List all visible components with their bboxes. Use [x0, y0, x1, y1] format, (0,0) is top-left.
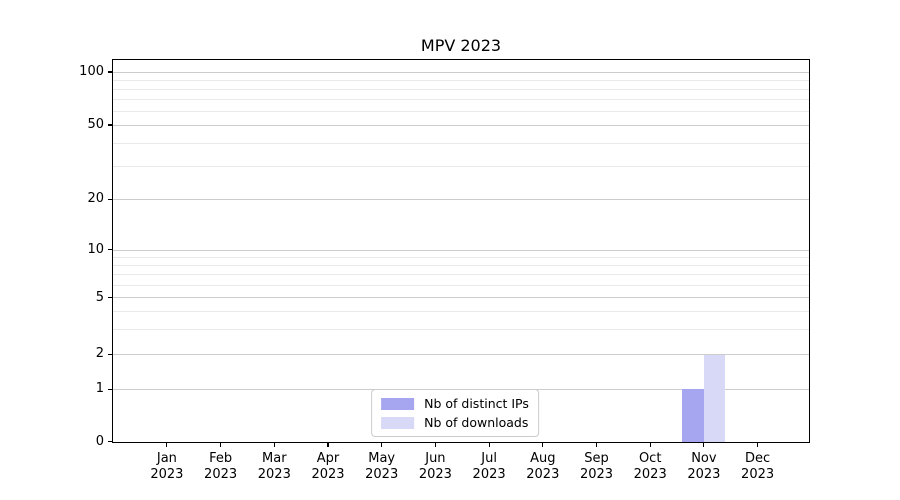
x-tick-month: Apr	[316, 451, 340, 466]
legend-label-distinct-ips: Nb of distinct IPs	[424, 396, 529, 411]
x-tick-mark	[488, 443, 490, 447]
x-tick-year: 2023	[633, 466, 667, 482]
x-tick-year: 2023	[150, 466, 184, 482]
chart-title: MPV 2023	[420, 36, 502, 55]
legend-label-downloads: Nb of downloads	[424, 415, 529, 430]
x-tick-label: Jun 2023	[403, 451, 467, 482]
y-tick-label: 50	[87, 117, 104, 133]
x-tick-month: May	[368, 451, 396, 466]
gridline-minor	[113, 111, 809, 113]
y-tick-label: 2	[95, 346, 104, 362]
y-tick-label: 5	[95, 289, 104, 305]
x-tick-month: Feb	[209, 451, 233, 466]
y-tick-mark	[108, 296, 112, 299]
x-tick-year: 2023	[257, 466, 291, 482]
y-tick-mark	[108, 353, 112, 355]
gridline-major	[113, 71, 809, 73]
gridline-minor	[113, 274, 809, 276]
x-tick-year: 2023	[311, 466, 345, 482]
x-tick-year: 2023	[418, 466, 452, 482]
x-tick-mark	[595, 443, 598, 447]
x-tick-label: Oct 2023	[618, 451, 682, 482]
bar-distinct-ips	[682, 389, 704, 442]
x-tick-year: 2023	[687, 466, 721, 482]
legend-swatch-downloads	[381, 416, 415, 429]
gridline-minor	[113, 256, 809, 258]
plot-area: Nb of distinct IPs Nb of downloads	[112, 59, 810, 443]
gridline-minor	[113, 88, 809, 90]
x-tick-month: Jan	[156, 451, 177, 466]
x-tick-label: Nov 2023	[672, 451, 736, 482]
x-tick-mark	[757, 443, 759, 447]
x-tick-label: Mar 2023	[242, 451, 306, 482]
x-tick-year: 2023	[741, 466, 775, 482]
x-tick-mark	[220, 443, 222, 447]
x-tick-mark	[166, 443, 168, 447]
y-tick-label: 20	[87, 191, 104, 207]
y-tick-mark	[108, 249, 112, 251]
x-tick-label: May 2023	[350, 451, 414, 482]
x-tick-month: Oct	[638, 451, 662, 466]
x-tick-year: 2023	[579, 466, 614, 482]
x-tick-label: Apr 2023	[296, 451, 360, 482]
x-tick-month: Sep	[584, 451, 609, 466]
y-tick-mark	[108, 441, 112, 443]
y-tick-mark	[108, 71, 112, 73]
x-tick-label: Feb 2023	[189, 451, 253, 482]
x-tick-month: Jul	[481, 451, 497, 466]
x-tick-label: Aug 2023	[511, 451, 575, 482]
gridline-major	[113, 199, 809, 201]
gridline-minor	[113, 80, 809, 82]
y-tick-label: 100	[79, 64, 104, 80]
gridline-minor	[113, 142, 809, 144]
bar-downloads	[703, 354, 726, 442]
x-tick-year: 2023	[204, 466, 238, 482]
x-tick-month: Aug	[530, 451, 556, 466]
gridline-major	[113, 297, 809, 299]
x-tick-month: Dec	[745, 451, 771, 466]
x-tick-mark	[542, 443, 544, 447]
x-tick-label: Jan 2023	[135, 451, 199, 482]
legend-item-downloads: Nb of downloads	[381, 415, 529, 430]
x-tick-label: Dec 2023	[726, 451, 790, 482]
x-tick-month: Jun	[425, 451, 446, 466]
x-tick-label: Jul 2023	[457, 451, 521, 482]
legend-swatch-distinct-ips	[381, 397, 415, 410]
x-tick-mark	[381, 443, 383, 447]
gridline-major	[113, 249, 809, 251]
gridline-minor	[113, 285, 809, 287]
y-tick-label: 1	[95, 381, 104, 397]
gridline-major	[113, 124, 809, 126]
x-tick-mark	[703, 443, 705, 447]
x-tick-mark	[649, 443, 651, 447]
x-tick-mark	[327, 443, 329, 447]
gridline-minor	[113, 166, 809, 168]
x-tick-month: Mar	[262, 451, 287, 466]
y-tick-label: 0	[95, 433, 104, 449]
x-tick-mark	[273, 443, 275, 447]
gridline-major	[113, 354, 809, 356]
gridline-minor	[113, 99, 809, 101]
x-tick-month: Nov	[691, 451, 717, 466]
y-tick-mark	[108, 388, 112, 390]
gridline-minor	[113, 265, 809, 267]
x-tick-year: 2023	[526, 466, 560, 482]
x-tick-label: Sep 2023	[565, 451, 629, 482]
gridline-minor	[113, 311, 809, 313]
legend: Nb of distinct IPs Nb of downloads	[371, 389, 539, 437]
gridline-minor	[113, 328, 809, 330]
legend-item-distinct-ips: Nb of distinct IPs	[381, 396, 529, 411]
x-tick-mark	[434, 443, 436, 447]
y-tick-mark	[108, 198, 112, 201]
y-tick-mark	[108, 124, 112, 126]
x-tick-year: 2023	[365, 466, 399, 482]
x-tick-year: 2023	[472, 466, 506, 482]
y-tick-label: 10	[87, 241, 104, 257]
